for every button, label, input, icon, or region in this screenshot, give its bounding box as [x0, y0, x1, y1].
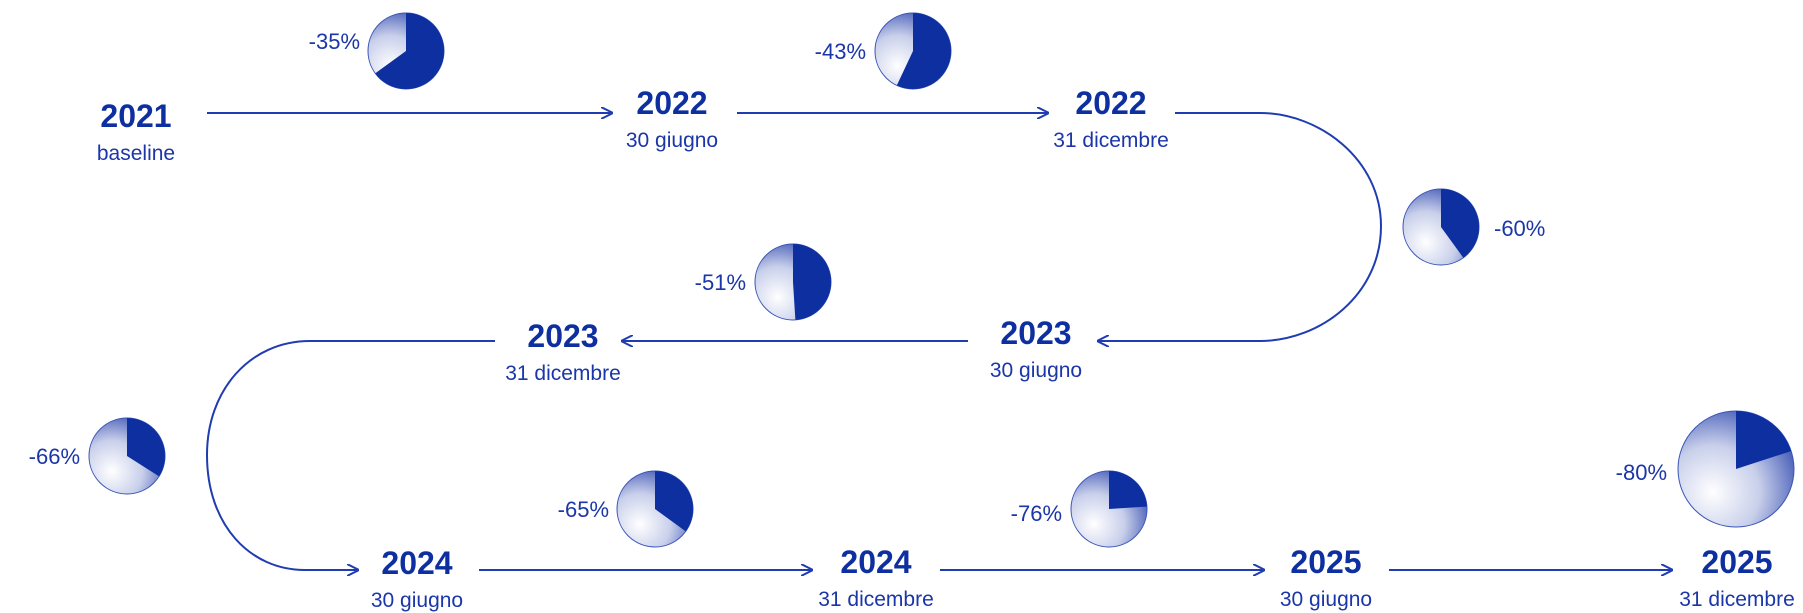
- milestone-date: 31 dicembre: [818, 588, 934, 611]
- pie-remaining-slice: [1736, 411, 1792, 469]
- reduction-pie: -35%: [309, 12, 445, 90]
- reduction-pie: -80%: [1616, 410, 1795, 528]
- reduction-label: -43%: [815, 39, 866, 64]
- milestone-date: 31 dicembre: [1053, 129, 1169, 152]
- curve-2023-dec-to-2024-jun: [205, 340, 495, 570]
- reduction-label: -80%: [1616, 460, 1667, 485]
- milestone-year: 2024: [381, 545, 452, 581]
- milestone-year: 2024: [840, 544, 911, 580]
- milestone-date: 30 giugno: [371, 589, 463, 612]
- milestone-year: 2021: [100, 98, 171, 134]
- reduction-pie: -76%: [1011, 470, 1148, 548]
- pie-remaining-slice: [375, 13, 444, 89]
- reduction-label: -35%: [309, 29, 360, 54]
- milestone-year: 2025: [1290, 544, 1361, 580]
- reduction-label: -66%: [29, 444, 80, 469]
- pie-remaining-slice: [1109, 471, 1147, 509]
- milestone-date: 30 giugno: [1280, 588, 1372, 611]
- reduction-pie: -43%: [815, 12, 952, 90]
- reduction-pie: -60%: [1402, 188, 1545, 266]
- pie-remaining-slice: [896, 13, 951, 90]
- reduction-pie: -51%: [695, 243, 832, 321]
- reduction-label: -51%: [695, 270, 746, 295]
- milestone-year: 2025: [1701, 544, 1772, 580]
- pie-remaining-slice: [793, 244, 832, 320]
- milestone-date: 31 dicembre: [1679, 588, 1795, 611]
- reduction-pie: -65%: [558, 470, 694, 548]
- pie-remaining-slice: [655, 471, 694, 532]
- reduction-label: -60%: [1494, 216, 1545, 241]
- milestone-date: 30 giugno: [626, 129, 718, 152]
- milestone-date: 31 dicembre: [505, 362, 621, 385]
- milestone-year: 2023: [527, 318, 598, 354]
- reduction-pies: -35% -43% -60% -51% -66% -65% -76% -80%: [29, 12, 1795, 548]
- milestone-year: 2023: [1000, 315, 1071, 351]
- milestone-date: 30 giugno: [990, 359, 1082, 382]
- reduction-label: -76%: [1011, 501, 1062, 526]
- curve-2022-dec-to-2023-jun: [1098, 112, 1383, 341]
- pie-remaining-slice: [127, 418, 165, 477]
- reduction-label: -65%: [558, 497, 609, 522]
- reduction-pie: -66%: [29, 417, 166, 495]
- milestone-date: baseline: [97, 142, 175, 165]
- milestone-labels: 2021 baseline 2022 30 giugno 2022 31 dicembre…: [97, 85, 1795, 612]
- pie-remaining-slice: [1441, 189, 1479, 258]
- milestone-year: 2022: [636, 85, 707, 121]
- connector-arrows: [205, 112, 1672, 570]
- milestone-year: 2022: [1075, 85, 1146, 121]
